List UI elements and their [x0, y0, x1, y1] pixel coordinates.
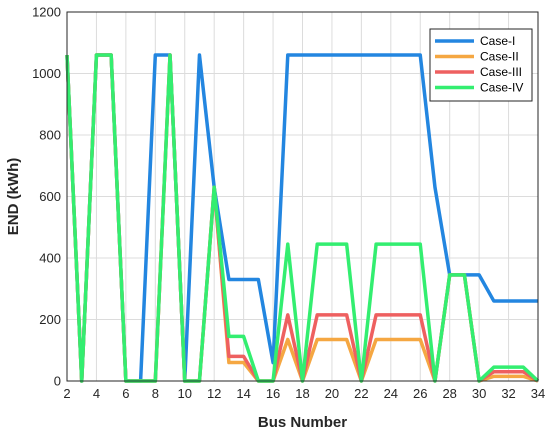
x-tick-label: 8 [152, 386, 159, 401]
legend-label-case-iv: Case-IV [480, 81, 523, 95]
y-tick-label: 1000 [32, 66, 61, 81]
legend-label-case-iii: Case-III [480, 65, 522, 79]
x-tick-label: 34 [531, 386, 545, 401]
x-tick-label: 10 [178, 386, 192, 401]
plot-frame [66, 11, 539, 382]
x-tick-label: 32 [501, 386, 515, 401]
x-tick-label: 16 [266, 386, 280, 401]
tick-labels: 2 4 6 8 10 12 14 16 18 20 22 24 26 28 30 32 340200400600… [32, 5, 545, 402]
x-tick-label: 26 [413, 386, 427, 401]
x-tick-label: 22 [354, 386, 368, 401]
y-tick-label: 1200 [32, 5, 61, 20]
y-tick-label: 600 [39, 189, 61, 204]
x-tick-label: 20 [325, 386, 339, 401]
y-tick-label: 0 [54, 374, 61, 389]
legend-label-case-i: Case-I [480, 34, 515, 48]
x-tick-label: 2 [63, 386, 70, 401]
x-tick-label: 24 [384, 386, 398, 401]
y-tick-label: 400 [39, 251, 61, 266]
x-tick-label: 30 [472, 386, 486, 401]
legend-label-case-ii: Case-II [480, 50, 519, 64]
y-tick-label: 200 [39, 312, 61, 327]
y-tick-label: 800 [39, 128, 61, 143]
x-tick-label: 4 [93, 386, 100, 401]
x-tick-label: 18 [295, 386, 309, 401]
x-axis-title: Bus Number [258, 414, 347, 431]
x-tick-label: 12 [207, 386, 221, 401]
x-tick-label: 6 [122, 386, 129, 401]
x-tick-label: 14 [236, 386, 250, 401]
x-tick-label: 28 [442, 386, 456, 401]
y-axis-title: END (kWh) [5, 158, 22, 236]
